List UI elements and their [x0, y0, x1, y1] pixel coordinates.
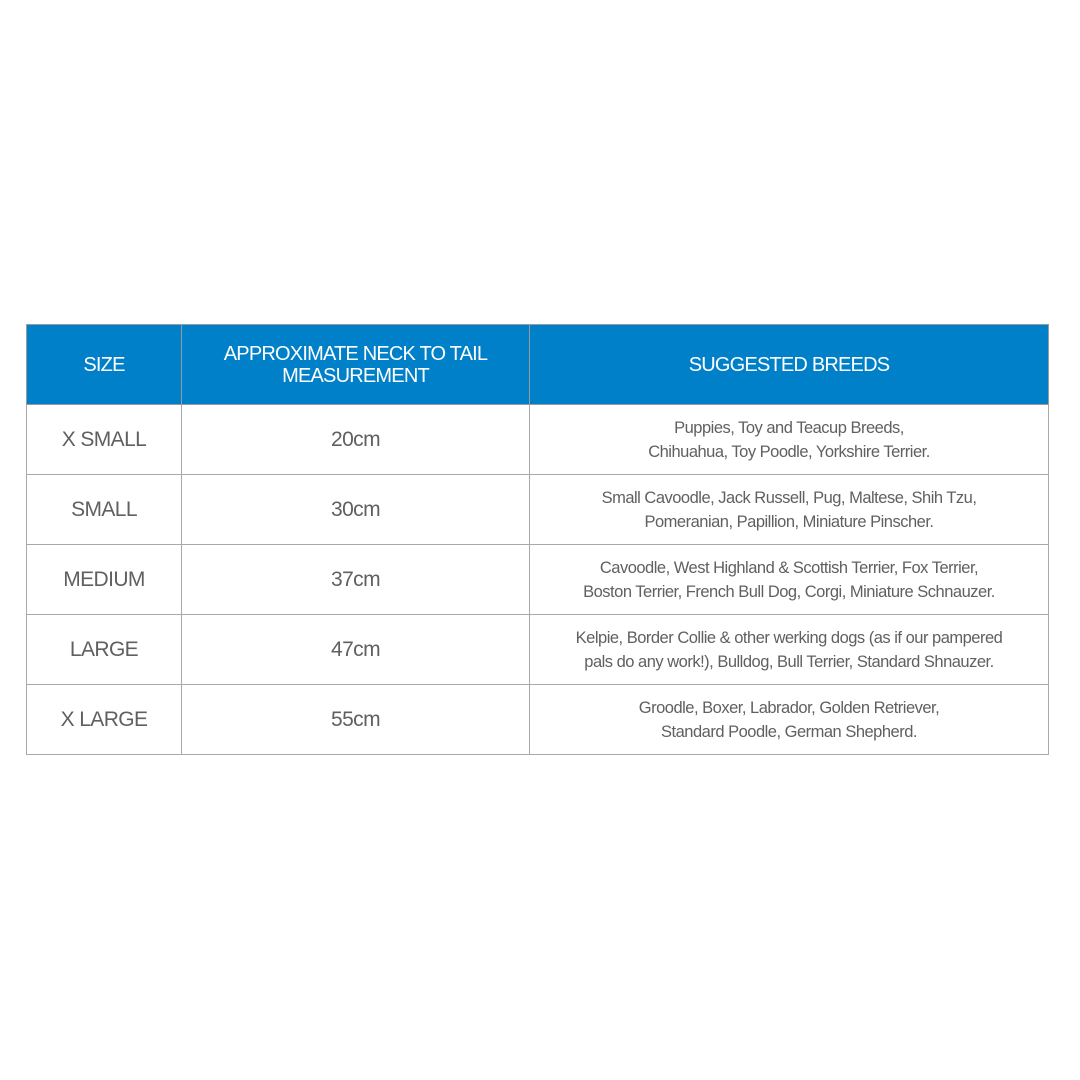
breeds-cell: Kelpie, Border Collie & other werking do…: [529, 614, 1049, 685]
table-row: LARGE 47cm Kelpie, Border Collie & other…: [26, 614, 1049, 685]
measurement-cell: 55cm: [181, 684, 530, 755]
breeds-line: Kelpie, Border Collie & other werking do…: [575, 628, 1003, 647]
breeds-line: pals do any work!), Bulldog, Bull Terrie…: [584, 652, 994, 671]
measurement-cell: 30cm: [181, 474, 530, 545]
measurement-cell: 47cm: [181, 614, 530, 685]
size-cell: MEDIUM: [26, 544, 182, 615]
breeds-line: Groodle, Boxer, Labrador, Golden Retriev…: [638, 698, 940, 717]
breeds-line: Small Cavoodle, Jack Russell, Pug, Malte…: [601, 488, 977, 507]
breeds-line: Pomeranian, Papillion, Miniature Pinsche…: [644, 512, 935, 531]
header-breeds: SUGGESTED BREEDS: [529, 324, 1049, 405]
table-row: X SMALL 20cm Puppies, Toy and Teacup Bre…: [26, 404, 1049, 475]
breeds-cell: Groodle, Boxer, Labrador, Golden Retriev…: [529, 684, 1049, 755]
breeds-cell: Puppies, Toy and Teacup Breeds, Chihuahua…: [529, 404, 1049, 475]
breeds-line: Cavoodle, West Highland & Scottish Terri…: [599, 558, 979, 577]
size-chart-table: SIZE APPROXIMATE NECK TO TAIL MEASUREMEN…: [26, 324, 1049, 755]
breeds-line: Standard Poodle, German Shepherd.: [661, 722, 917, 741]
breeds-line: Boston Terrier, French Bull Dog, Corgi, …: [583, 582, 995, 601]
size-cell: X SMALL: [26, 404, 182, 475]
measurement-cell: 37cm: [181, 544, 530, 615]
table-row: X LARGE 55cm Groodle, Boxer, Labrador, G…: [26, 684, 1049, 755]
size-cell: LARGE: [26, 614, 182, 685]
breeds-line: Puppies, Toy and Teacup Breeds,: [674, 418, 904, 437]
breeds-cell: Small Cavoodle, Jack Russell, Pug, Malte…: [529, 474, 1049, 545]
table-row: SMALL 30cm Small Cavoodle, Jack Russell,…: [26, 474, 1049, 545]
header-measurement: APPROXIMATE NECK TO TAIL MEASUREMENT: [181, 324, 530, 405]
size-cell: SMALL: [26, 474, 182, 545]
size-cell: X LARGE: [26, 684, 182, 755]
breeds-line: Chihuahua, Toy Poodle, Yorkshire Terrier…: [648, 442, 930, 461]
measurement-cell: 20cm: [181, 404, 530, 475]
table-header-row: SIZE APPROXIMATE NECK TO TAIL MEASUREMEN…: [26, 324, 1049, 405]
table-row: MEDIUM 37cm Cavoodle, West Highland & Sc…: [26, 544, 1049, 615]
breeds-cell: Cavoodle, West Highland & Scottish Terri…: [529, 544, 1049, 615]
header-size: SIZE: [26, 324, 182, 405]
